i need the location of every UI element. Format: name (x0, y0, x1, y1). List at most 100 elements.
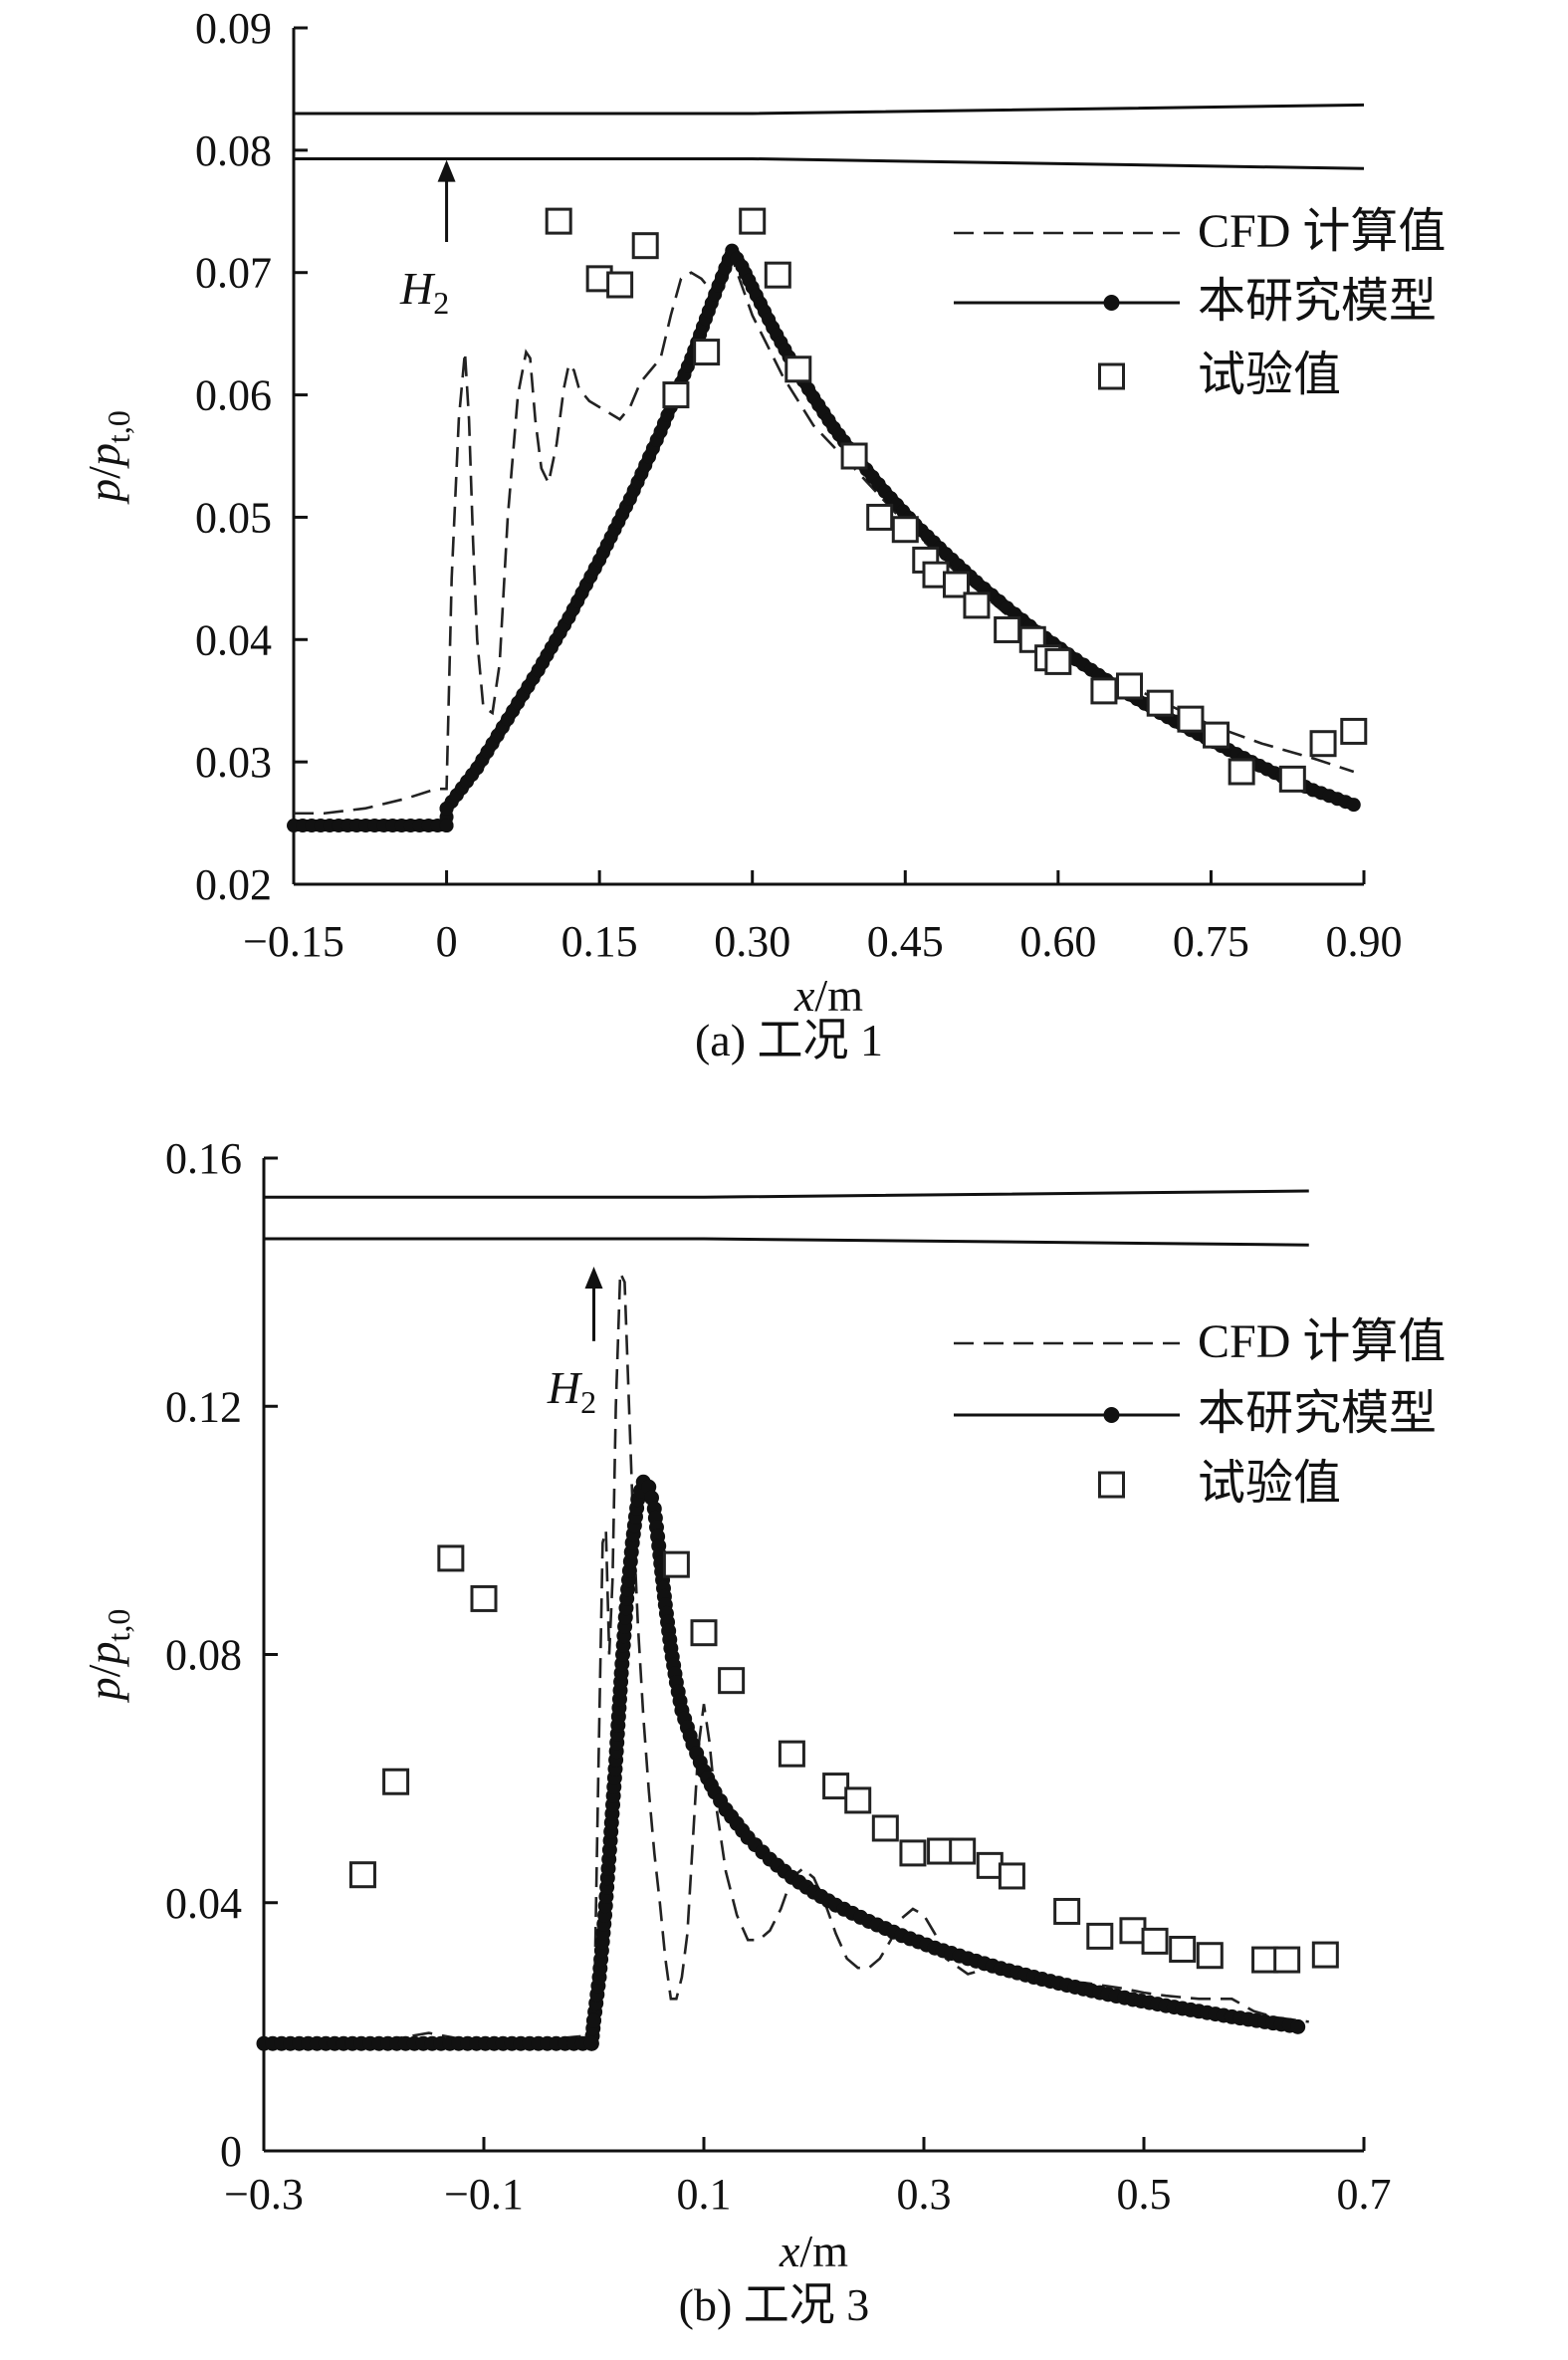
y-tick-label: 0.09 (195, 4, 272, 53)
x-tick-label: 0.90 (1326, 917, 1403, 966)
experiment-point (1116, 672, 1144, 700)
channel-wall-line (264, 1189, 1309, 1199)
h2-label: H2 (399, 263, 449, 321)
h2-label: H2 (547, 1362, 596, 1420)
legend-model-dot (1103, 1407, 1120, 1423)
y-tick-label: 0.08 (165, 1631, 242, 1680)
experiment-point (1141, 1927, 1169, 1955)
experiment-point (382, 1768, 410, 1795)
arrow-head-icon (437, 159, 456, 182)
x-tick-label: 0.3 (897, 2170, 952, 2219)
experiment-point (1146, 689, 1174, 717)
experiment-point (1053, 1897, 1081, 1925)
experiment-point (662, 381, 690, 409)
experiment-point (891, 516, 919, 544)
experiment-point (778, 1740, 805, 1768)
model-point (439, 819, 454, 833)
x-tick-label: 0.15 (561, 917, 638, 966)
experiment-point (348, 1861, 376, 1889)
experiment-point (871, 1814, 899, 1842)
experiment-point (1228, 758, 1255, 786)
channel-wall-line (264, 1237, 1309, 1247)
experiment-point (1311, 1941, 1339, 1969)
experiment-point (1044, 647, 1072, 675)
chart-panel-b: 0 0.04 0.08 0.12 0.16 −0.3 −0.1 0.1 0.3 0.5 0.7 x/m… (79, 1134, 1446, 2330)
experiment-point (662, 1550, 690, 1578)
y-tick-label: 0 (220, 2127, 242, 2176)
channel-wall-line (294, 156, 1365, 170)
y-tick-label: 0.03 (195, 738, 272, 787)
experiment-point (718, 1667, 746, 1695)
chart-panel-a: 0.02 0.03 0.04 0.05 0.06 0.07 0.08 0.09 −0.15 0 0.… (79, 4, 1446, 1065)
experiment-point (844, 1786, 872, 1814)
x-axis-title-var: x (793, 970, 815, 1021)
y-axis-title: p/pt,0 (79, 410, 136, 505)
legend-label: 本研究模型 (1198, 275, 1437, 328)
experiment-point (739, 207, 767, 235)
experiment-point (963, 591, 991, 619)
model-point (439, 801, 454, 816)
experiment-point (998, 1862, 1025, 1890)
experiment-point (1278, 765, 1306, 793)
x-tick-label: 0.5 (1117, 2170, 1172, 2219)
experiment-point (1251, 1946, 1279, 1974)
y-tick-label: 0.06 (195, 371, 272, 420)
y-tick-label: 0.07 (195, 249, 272, 298)
experiment-point (976, 1851, 1004, 1879)
figure-caption: (b) 工况 3 (679, 2279, 870, 2330)
x-axis-title: x/m (779, 2226, 848, 2276)
model-point (583, 2035, 599, 2051)
y-tick-label: 0.08 (195, 126, 272, 175)
legend-experiment-swatch (1098, 362, 1125, 390)
experiment-point (1177, 705, 1205, 733)
experiment-point (1203, 721, 1231, 749)
y-tick-label: 0.04 (195, 615, 272, 664)
cfd-series-line (294, 254, 1355, 816)
x-tick-label: 0.75 (1173, 917, 1249, 966)
experiment-point (693, 339, 721, 366)
experiment-point (1090, 677, 1118, 705)
y-tick-label: 0.02 (195, 860, 272, 909)
legend-label: 试验值 (1198, 1457, 1341, 1510)
experiment-point (949, 1837, 977, 1865)
experiment-point (927, 1837, 955, 1865)
x-tick-label: −0.3 (224, 2170, 304, 2219)
legend-label: 本研究模型 (1198, 1387, 1437, 1440)
experiment-point (690, 1619, 718, 1647)
experiment-point (631, 232, 659, 260)
legend-label: CFD 计算值 (1198, 205, 1446, 258)
experiment-point (942, 571, 970, 598)
experiment-point (1273, 1946, 1301, 1974)
model-point (1290, 2018, 1306, 2034)
legend-model-dot (1103, 295, 1120, 311)
channel-wall-line (294, 103, 1365, 116)
x-tick-label: 0.45 (867, 917, 944, 966)
x-tick-label: 0.30 (714, 917, 790, 966)
model-point (1346, 798, 1361, 813)
experiment-point (1309, 730, 1337, 758)
y-tick-label: 0.04 (165, 1879, 242, 1928)
experiment-point (1086, 1922, 1114, 1950)
experiment-point (784, 355, 812, 383)
experiment-point (470, 1584, 498, 1612)
y-tick-label: 0.12 (165, 1382, 242, 1431)
y-tick-label: 0.05 (195, 493, 272, 542)
x-tick-label: −0.15 (243, 917, 344, 966)
x-axis-title-unit: /m (799, 2226, 848, 2276)
x-axis-title-unit: /m (814, 970, 863, 1021)
experiment-point (545, 207, 572, 235)
y-tick-label: 0.16 (165, 1134, 242, 1183)
experiment-point (840, 442, 868, 470)
experiment-point (822, 1772, 850, 1800)
experiment-point (899, 1839, 927, 1867)
x-tick-label: −0.1 (444, 2170, 524, 2219)
experiment-point (994, 615, 1021, 643)
model-point (586, 2012, 601, 2028)
experiment-point (764, 261, 791, 289)
experiment-point (866, 503, 894, 531)
legend-label: 试验值 (1198, 349, 1341, 401)
y-axis-title: p/pt,0 (79, 1609, 136, 1704)
legend-label: CFD 计算值 (1198, 1315, 1446, 1368)
